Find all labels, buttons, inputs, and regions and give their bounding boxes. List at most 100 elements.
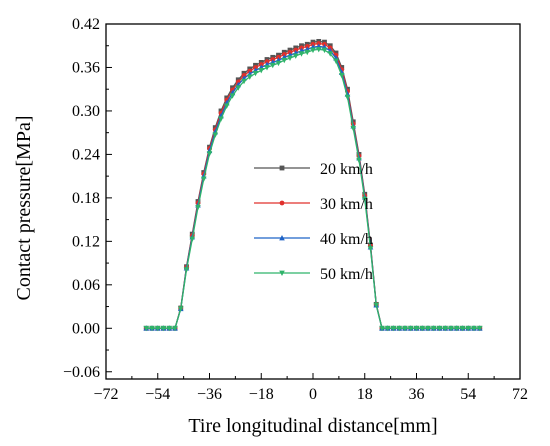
data-point xyxy=(338,73,345,79)
data-point xyxy=(344,94,351,101)
x-tick-label: −18 xyxy=(249,386,274,403)
x-tick-label: 54 xyxy=(460,386,476,403)
data-point xyxy=(143,325,150,332)
data-point xyxy=(292,53,299,59)
data-point xyxy=(258,67,265,74)
data-point xyxy=(183,267,190,273)
x-tick-label: 36 xyxy=(409,386,425,403)
data-point xyxy=(229,93,236,99)
data-point xyxy=(430,325,437,332)
data-point xyxy=(448,325,454,332)
legend-label: 40 km/h xyxy=(320,231,373,248)
series-20-km-h xyxy=(143,38,483,331)
legend-item: 40 km/h xyxy=(254,231,373,248)
series-line xyxy=(146,48,480,329)
data-point xyxy=(390,325,397,332)
y-tick-label: 0.36 xyxy=(72,59,100,76)
data-point xyxy=(298,51,305,57)
series-30-km-h xyxy=(143,41,483,331)
data-point xyxy=(465,325,472,332)
legend-marker xyxy=(279,270,285,276)
data-point xyxy=(442,325,449,332)
y-tick-label: −0.06 xyxy=(63,364,100,381)
data-point xyxy=(269,62,276,69)
legend-marker xyxy=(279,200,285,206)
data-point xyxy=(304,49,311,56)
data-point xyxy=(419,325,426,332)
legend-item: 30 km/h xyxy=(254,196,373,213)
data-point xyxy=(160,325,167,332)
x-axis: −72 −54 −36 −18 0 18 36 54 72 xyxy=(93,373,528,403)
data-point xyxy=(172,325,178,332)
y-axis: −0.06 0.00 0.06 0.12 0.18 0.24 0.30 0.36 0.42 xyxy=(63,16,112,381)
series-line xyxy=(146,40,480,329)
x-tick-label: −36 xyxy=(197,386,222,403)
legend-label: 30 km/h xyxy=(320,196,373,213)
legend-marker xyxy=(279,235,285,241)
data-point xyxy=(246,74,253,80)
data-point xyxy=(396,325,403,332)
data-point xyxy=(252,70,259,77)
data-point xyxy=(195,204,201,211)
data-point xyxy=(166,325,173,332)
data-point xyxy=(218,116,224,122)
legend-label: 20 km/h xyxy=(320,161,373,178)
x-tick-label: 72 xyxy=(512,386,528,403)
data-point xyxy=(212,132,219,138)
data-point xyxy=(321,47,328,54)
data-point xyxy=(235,85,242,91)
data-point xyxy=(275,60,282,67)
x-tick-label: 0 xyxy=(309,386,317,403)
data-point xyxy=(281,57,288,64)
data-point xyxy=(425,325,431,332)
data-point xyxy=(407,325,414,332)
data-point xyxy=(453,325,460,332)
data-point xyxy=(287,55,293,62)
data-point xyxy=(154,325,161,332)
data-point xyxy=(149,325,155,332)
x-tick-label: −54 xyxy=(145,386,170,403)
data-point xyxy=(310,47,316,54)
data-point xyxy=(436,325,443,332)
plot-border xyxy=(105,23,521,380)
series-50-km-h xyxy=(143,46,483,332)
data-point xyxy=(379,325,385,332)
y-axis-title: Contact pressure[MPa] xyxy=(13,116,35,301)
legend-item: 20 km/h xyxy=(254,161,373,178)
legend: 20 km/h 30 km/h 40 km/h 50 km/h xyxy=(254,161,373,283)
data-point xyxy=(367,246,374,252)
y-tick-label: 0.42 xyxy=(72,16,100,33)
data-point xyxy=(189,236,196,243)
data-point xyxy=(177,306,184,312)
data-point xyxy=(356,157,362,164)
y-tick-label: 0.12 xyxy=(72,233,100,250)
series-line xyxy=(146,42,480,329)
data-point xyxy=(413,325,420,332)
y-tick-label: 0.06 xyxy=(72,277,100,294)
data-point xyxy=(350,125,357,132)
data-point xyxy=(206,151,213,157)
series-layer xyxy=(143,38,483,332)
data-point xyxy=(200,176,207,183)
data-point xyxy=(373,302,380,309)
y-tick-label: 0.18 xyxy=(72,190,100,207)
data-point xyxy=(327,51,334,57)
y-tick-label: 0.30 xyxy=(72,103,100,120)
data-point xyxy=(315,46,322,53)
x-tick-label: 18 xyxy=(357,386,373,403)
legend-marker xyxy=(279,165,285,171)
x-tick-label: −72 xyxy=(93,386,118,403)
data-point xyxy=(471,325,477,332)
data-point xyxy=(402,325,408,332)
data-point xyxy=(384,325,391,332)
data-point xyxy=(264,65,270,71)
data-point xyxy=(333,58,339,64)
legend-item: 50 km/h xyxy=(254,266,373,283)
y-tick-label: 0.00 xyxy=(72,320,100,337)
legend-label: 50 km/h xyxy=(320,266,373,283)
y-tick-label: 0.24 xyxy=(72,146,100,163)
series-line xyxy=(146,45,480,329)
series-40-km-h xyxy=(143,43,483,331)
data-point xyxy=(476,325,483,332)
